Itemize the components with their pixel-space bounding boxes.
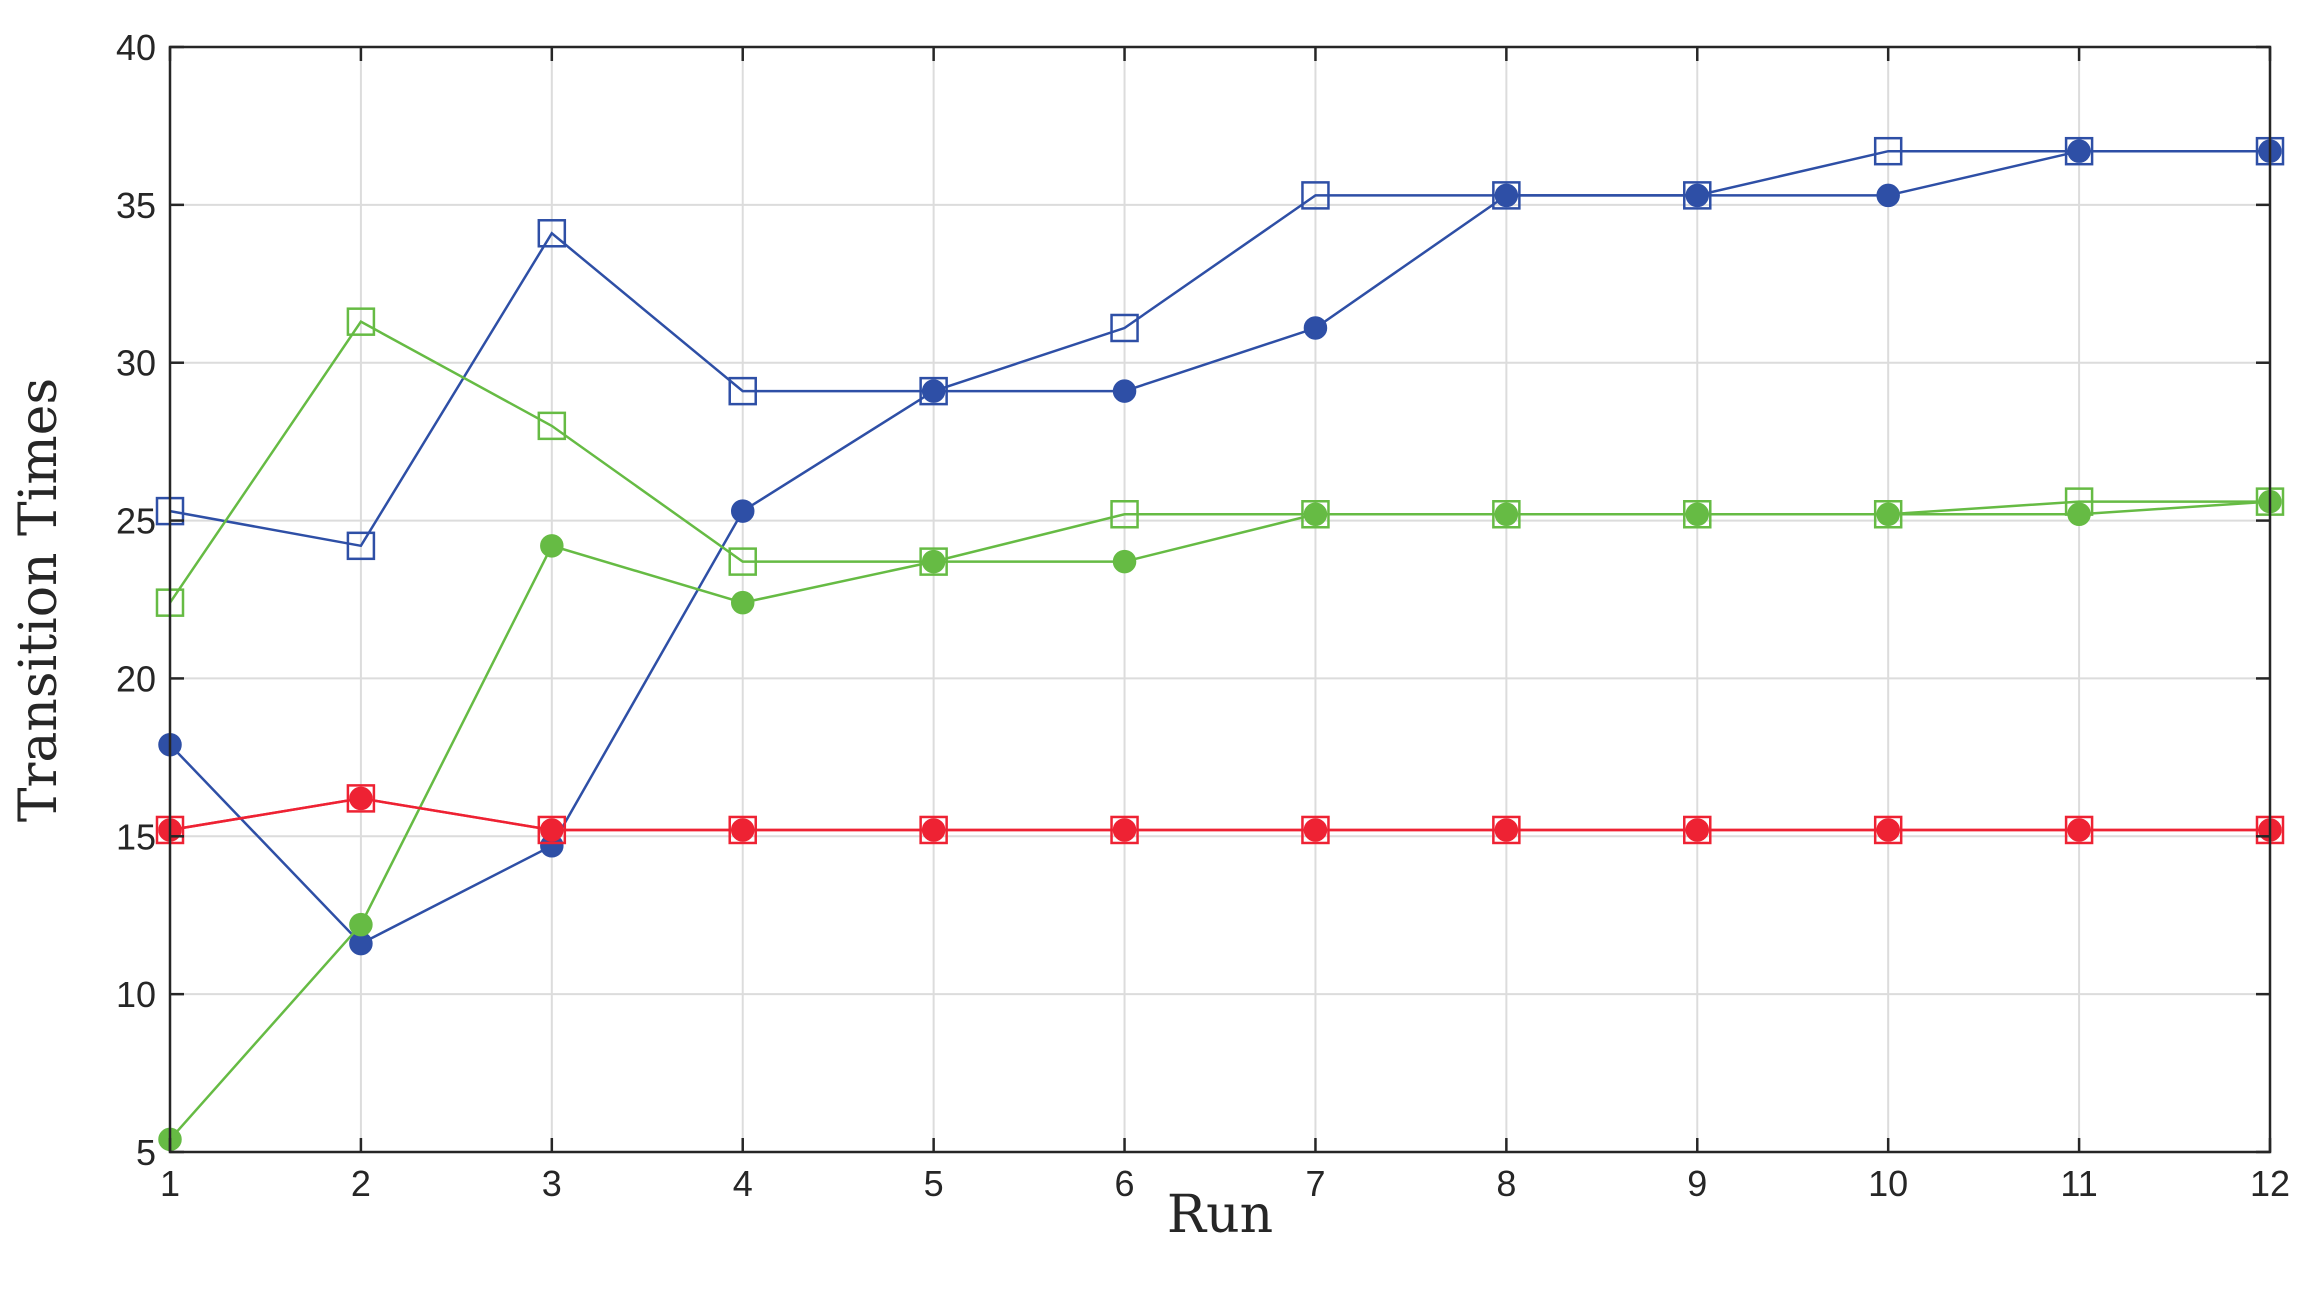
x-axis-label: Run xyxy=(1167,1185,1273,1245)
data-point-circle xyxy=(1494,502,1519,527)
data-point-circle xyxy=(1303,316,1328,340)
data-point-circle xyxy=(2067,502,2091,527)
y-tick-label: 35 xyxy=(116,185,156,226)
plot-frame xyxy=(168,45,2272,1154)
data-point-square xyxy=(346,307,376,336)
x-tick-label: 3 xyxy=(542,1163,562,1204)
data-point-circle xyxy=(349,912,373,937)
series-1 xyxy=(155,136,2285,561)
data-point-square xyxy=(728,547,757,576)
series-line xyxy=(169,149,2270,946)
data-point-circle xyxy=(1112,379,1137,403)
grid xyxy=(170,47,2270,1152)
data-point-circle xyxy=(1112,818,1137,842)
data-point-circle xyxy=(730,818,755,842)
series-line xyxy=(168,320,2270,604)
series-line xyxy=(169,797,2270,832)
data-point-circle xyxy=(2067,818,2091,842)
data-point-circle xyxy=(1303,818,1328,842)
y-tick-label: 10 xyxy=(116,974,156,1015)
data-point-circle xyxy=(921,818,946,842)
data-point-circle xyxy=(2067,139,2091,163)
series-line xyxy=(169,797,2270,832)
y-tick-label: 15 xyxy=(116,816,156,857)
series-3 xyxy=(155,307,2285,617)
x-tick-label: 2 xyxy=(351,1163,371,1204)
series-5 xyxy=(155,784,2285,845)
data-point-circle xyxy=(349,786,373,811)
x-tick-label: 5 xyxy=(924,1163,944,1204)
y-axis-label: Transition Times xyxy=(9,378,69,822)
x-tick-label: 4 xyxy=(733,1163,753,1204)
data-point-square xyxy=(1110,313,1139,343)
data-point-circle xyxy=(1685,818,1710,842)
data-point-circle xyxy=(1494,818,1519,842)
x-tick-label: 8 xyxy=(1496,1163,1516,1204)
data-point-square xyxy=(1301,181,1330,210)
x-tick-label: 1 xyxy=(160,1163,180,1204)
data-point-circle xyxy=(1876,818,1900,842)
series-line xyxy=(169,149,2270,548)
series-6 xyxy=(158,786,2282,842)
data-point-circle xyxy=(1876,183,1900,208)
data-point-circle xyxy=(1685,183,1710,208)
data-point-circle xyxy=(1112,549,1137,574)
data-point-square xyxy=(346,531,376,561)
data-point-circle xyxy=(730,590,755,615)
y-tick-label: 20 xyxy=(116,658,156,699)
y-tick-label: 30 xyxy=(116,343,156,384)
data-point-circle xyxy=(1494,183,1519,208)
x-tick-label: 11 xyxy=(2060,1163,2097,1204)
data-point-circle xyxy=(1303,502,1328,527)
y-tick-label: 25 xyxy=(116,501,156,542)
data-point-circle xyxy=(540,534,564,558)
x-tick-label: 9 xyxy=(1687,1163,1707,1204)
y-tick-label: 5 xyxy=(136,1132,156,1173)
series-4 xyxy=(158,489,2282,1152)
x-tick-label: 12 xyxy=(2250,1163,2290,1204)
x-tick-label: 10 xyxy=(1868,1163,1908,1204)
data-point-circle xyxy=(921,379,946,403)
series-2 xyxy=(158,139,2282,956)
series-line xyxy=(169,500,2271,1141)
data-point-circle xyxy=(1685,502,1710,527)
data-point-square xyxy=(346,784,376,813)
x-tick-label: 7 xyxy=(1305,1163,1325,1204)
data-point-square xyxy=(537,219,567,248)
data-point-circle xyxy=(1876,502,1900,527)
data-point-circle xyxy=(540,818,564,842)
data-point-circle xyxy=(730,499,755,523)
y-tick-label: 40 xyxy=(116,27,156,68)
x-tick-label: 6 xyxy=(1115,1163,1135,1204)
data-point-square xyxy=(1110,500,1139,529)
data-point-square xyxy=(728,376,757,406)
data-point-circle xyxy=(921,549,946,574)
series-layer xyxy=(155,136,2285,1152)
data-point-square xyxy=(537,411,567,441)
data-point-square xyxy=(1873,136,1903,166)
